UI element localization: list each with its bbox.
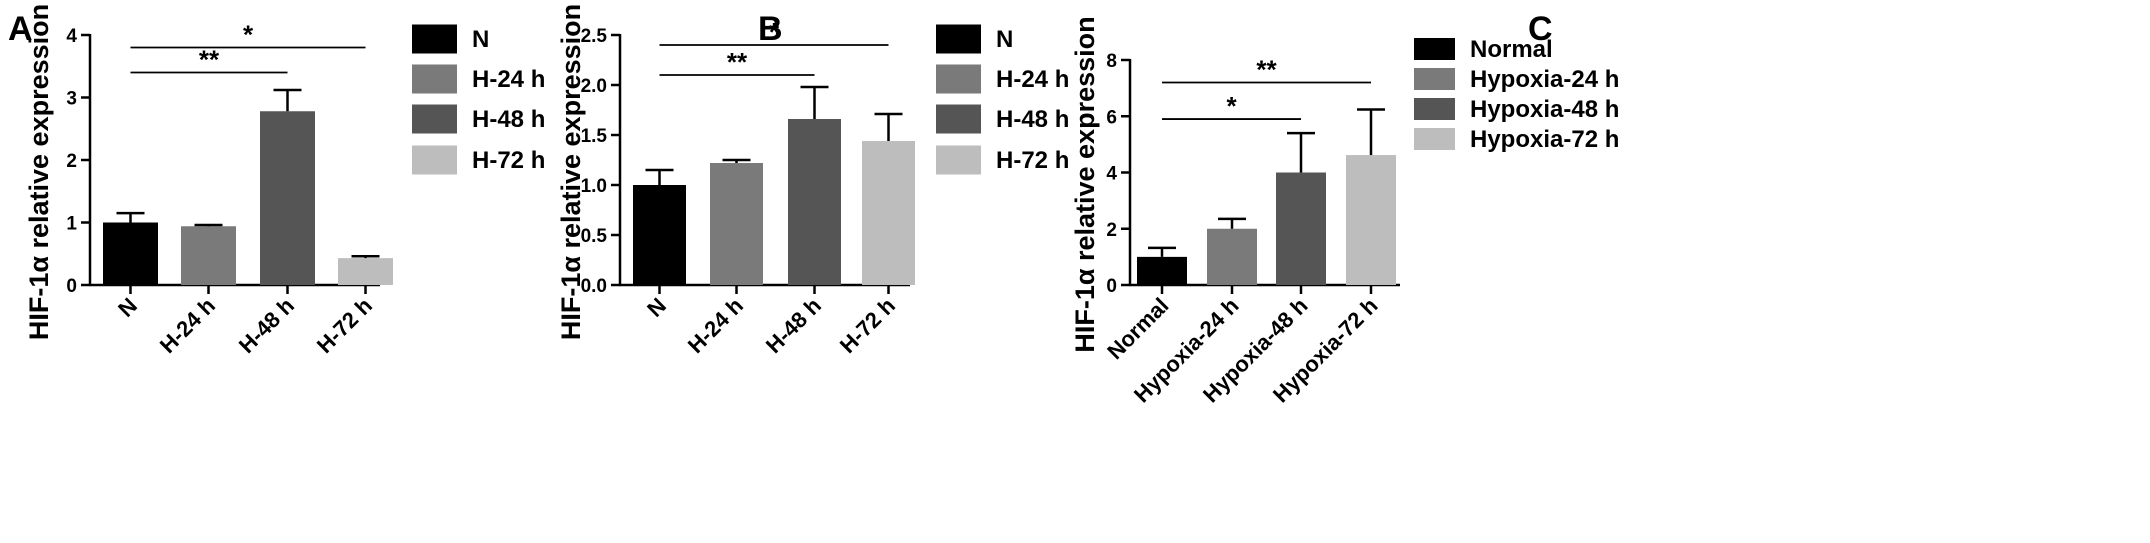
- x-tick-label: H-24 h: [155, 293, 220, 358]
- legend-label: H-24 h: [996, 66, 1069, 93]
- y-tick-label: 2.5: [581, 26, 608, 47]
- legend-swatch: [936, 24, 981, 54]
- significance-marker: *: [769, 17, 780, 47]
- legend-swatch: [936, 145, 981, 175]
- y-axis-title: HIF-1α relative expression: [24, 4, 54, 340]
- legend-label: Normal: [1470, 36, 1553, 63]
- x-tick-label: Normal: [1102, 293, 1173, 364]
- y-tick-label: 2.0: [581, 76, 607, 97]
- y-tick-label: 2: [66, 151, 77, 172]
- y-tick-label: 4: [1106, 164, 1117, 185]
- legend-label: H-72 h: [472, 147, 545, 174]
- bar: [181, 226, 236, 285]
- y-tick-label: 1.0: [581, 176, 607, 197]
- legend-label: N: [996, 26, 1013, 53]
- y-tick-label: 0: [66, 276, 77, 297]
- legend-label: H-24 h: [472, 66, 545, 93]
- bar: [1346, 155, 1396, 285]
- bar: [103, 222, 158, 285]
- y-tick-label: 0.5: [581, 226, 608, 247]
- x-tick-label: H-24 h: [683, 293, 748, 358]
- legend-label: Hypoxia-72 h: [1470, 126, 1619, 153]
- panel-label: C: [1528, 10, 1553, 48]
- significance-marker: **: [727, 47, 748, 77]
- bar: [1137, 256, 1187, 285]
- significance-marker: **: [1256, 55, 1277, 85]
- x-tick-label: N: [642, 293, 671, 322]
- y-tick-label: 4: [66, 26, 77, 47]
- bar: [633, 185, 686, 285]
- bar: [862, 141, 915, 285]
- legend-label: Hypoxia-24 h: [1470, 66, 1619, 93]
- panel-label: A: [8, 10, 33, 48]
- y-tick-label: 6: [1106, 107, 1117, 128]
- y-tick-label: 1.5: [581, 126, 608, 147]
- significance-marker: **: [199, 45, 220, 75]
- x-tick-label: H-72 h: [835, 293, 900, 358]
- legend-swatch: [1414, 38, 1455, 60]
- y-axis-title: HIF-1α relative expression: [556, 4, 586, 340]
- bar: [1276, 172, 1326, 285]
- significance-marker: *: [243, 20, 254, 50]
- y-tick-label: 3: [66, 89, 77, 110]
- y-tick-label: 8: [1106, 51, 1117, 72]
- legend-swatch: [412, 24, 457, 54]
- y-axis-title: HIF-1α relative expression: [1070, 16, 1100, 352]
- bar: [338, 258, 393, 285]
- panel-label: B: [758, 10, 783, 48]
- panel-c: C HIF-1α relative expression 0 2 4 6 8 Normal Hy…: [1070, 10, 1619, 407]
- significance-marker: *: [1226, 91, 1237, 121]
- legend-swatch: [936, 104, 981, 134]
- legend-label: H-72 h: [996, 147, 1069, 174]
- y-tick-label: 0.0: [581, 276, 607, 297]
- x-tick-label: N: [113, 293, 142, 322]
- legend-swatch: [412, 104, 457, 134]
- legend-swatch: [936, 64, 981, 94]
- legend-label: H-48 h: [472, 106, 545, 133]
- y-tick-label: 2: [1106, 220, 1117, 241]
- y-tick-label: 1: [66, 214, 77, 235]
- legend-label: N: [472, 26, 489, 53]
- legend-swatch: [412, 145, 457, 175]
- x-tick-label: H-48 h: [761, 293, 826, 358]
- bar: [710, 163, 763, 285]
- legend-label: Hypoxia-48 h: [1470, 96, 1619, 123]
- x-tick-label: H-48 h: [234, 293, 299, 358]
- y-tick-label: 0: [1106, 276, 1117, 297]
- bar: [788, 119, 841, 285]
- bar: [1207, 228, 1257, 285]
- x-tick-label: H-72 h: [312, 293, 377, 358]
- legend-swatch: [1414, 68, 1455, 90]
- legend-swatch: [412, 64, 457, 94]
- legend-label: H-48 h: [996, 106, 1069, 133]
- bar: [260, 111, 315, 285]
- legend-swatch: [1414, 98, 1455, 120]
- legend-swatch: [1414, 128, 1455, 150]
